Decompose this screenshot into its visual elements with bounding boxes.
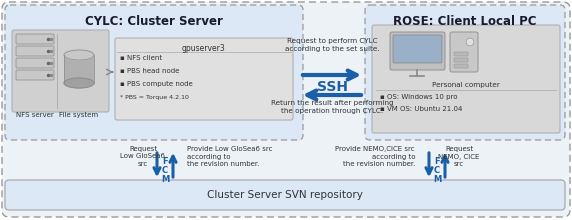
FancyBboxPatch shape	[2, 2, 570, 217]
FancyBboxPatch shape	[16, 70, 54, 80]
Text: ▪ PBS compute node: ▪ PBS compute node	[120, 81, 193, 87]
FancyBboxPatch shape	[115, 38, 293, 120]
Text: Return the result after performing
the operation through CYLC.: Return the result after performing the o…	[271, 100, 394, 114]
Text: NFS server: NFS server	[16, 112, 54, 118]
Text: ▪ OS: Windows 10 pro: ▪ OS: Windows 10 pro	[380, 94, 458, 100]
FancyBboxPatch shape	[390, 32, 445, 70]
Text: ▪ NFS client: ▪ NFS client	[120, 55, 162, 61]
FancyBboxPatch shape	[365, 5, 565, 140]
FancyBboxPatch shape	[12, 30, 109, 112]
FancyBboxPatch shape	[454, 52, 468, 56]
Ellipse shape	[64, 78, 94, 88]
Text: F
C
M: F C M	[433, 157, 441, 184]
Text: Request
NEMO, CICE
src: Request NEMO, CICE src	[438, 146, 480, 167]
FancyBboxPatch shape	[16, 58, 54, 68]
FancyBboxPatch shape	[454, 58, 468, 62]
FancyBboxPatch shape	[393, 35, 442, 63]
Text: Request
Low GloSea6
src: Request Low GloSea6 src	[121, 146, 165, 167]
Text: Personal computer: Personal computer	[432, 82, 500, 88]
FancyBboxPatch shape	[5, 5, 303, 140]
FancyBboxPatch shape	[450, 32, 478, 72]
Ellipse shape	[64, 50, 94, 60]
FancyBboxPatch shape	[16, 46, 54, 56]
Text: Request to perform CYLC
according to the set suite.: Request to perform CYLC according to the…	[285, 38, 379, 52]
Circle shape	[466, 38, 474, 46]
Text: F
C
M: F C M	[161, 157, 169, 184]
Text: SSH: SSH	[316, 80, 348, 94]
Text: ROSE: Client Local PC: ROSE: Client Local PC	[394, 15, 537, 28]
Text: Cluster Server SVN repository: Cluster Server SVN repository	[207, 190, 363, 200]
FancyBboxPatch shape	[372, 25, 560, 133]
FancyBboxPatch shape	[64, 55, 94, 83]
Text: ▪ PBS head node: ▪ PBS head node	[120, 68, 180, 74]
FancyBboxPatch shape	[454, 64, 468, 68]
Text: Provide Low GloSea6 src
according to
the revision number.: Provide Low GloSea6 src according to the…	[187, 146, 272, 167]
Text: Provide NEMO,CICE src
according to
the revision number.: Provide NEMO,CICE src according to the r…	[335, 146, 415, 167]
Text: File system: File system	[59, 112, 98, 118]
Text: * PBS = Torque 4.2.10: * PBS = Torque 4.2.10	[120, 95, 189, 100]
Text: CYLC: Cluster Server: CYLC: Cluster Server	[85, 15, 223, 28]
Text: gpuserver3: gpuserver3	[182, 44, 226, 53]
Text: ▪ VM OS: Ubuntu 21.04: ▪ VM OS: Ubuntu 21.04	[380, 106, 462, 112]
FancyBboxPatch shape	[5, 180, 565, 210]
FancyBboxPatch shape	[16, 34, 54, 44]
